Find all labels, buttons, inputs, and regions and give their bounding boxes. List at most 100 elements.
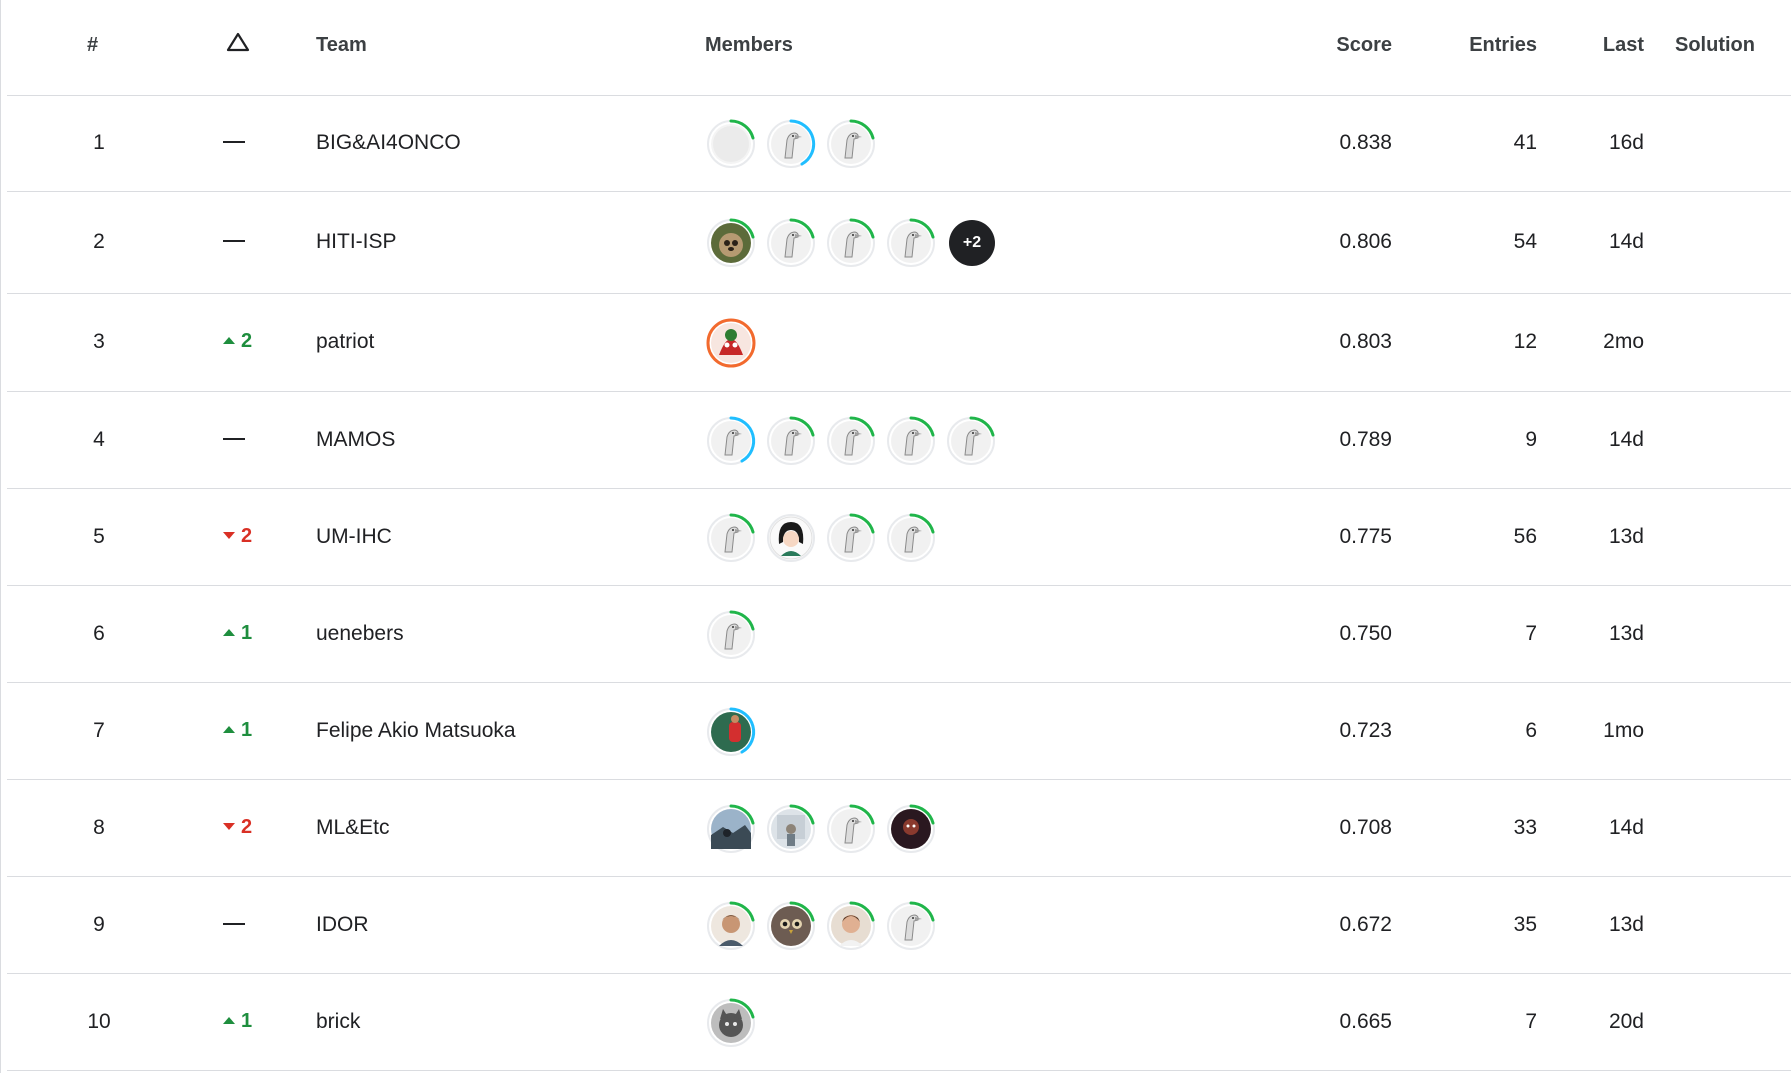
rank-change-none	[223, 230, 283, 253]
rank-change-up: 1	[223, 1010, 283, 1033]
rank-value: 5	[93, 525, 105, 548]
rank-change-up: 1	[223, 622, 283, 645]
member-avatar[interactable]	[765, 118, 817, 170]
rank-change-up: 1	[223, 719, 283, 742]
rank-change-value: 2	[241, 330, 253, 352]
team-name[interactable]: HITI-ISP	[316, 230, 397, 253]
arrow-down-icon	[223, 531, 235, 539]
entries-value: 12	[1513, 330, 1537, 353]
member-avatar[interactable]	[825, 118, 877, 170]
member-avatar[interactable]	[885, 217, 937, 269]
member-avatar[interactable]	[885, 900, 937, 952]
rank-value: 8	[93, 816, 105, 839]
table-row[interactable]: 1 BIG&AI4ONCO 0.838 41 16d	[7, 96, 1791, 192]
leaderboard-header: # Team Members Score Entries Last Soluti…	[7, 0, 1791, 96]
member-avatar[interactable]	[825, 217, 877, 269]
table-row[interactable]: 8 2 ML&Etc 0.708 33 14d	[7, 780, 1791, 877]
member-avatar[interactable]	[825, 803, 877, 855]
rank-change-value: 2	[241, 816, 253, 838]
dash-icon	[223, 239, 245, 242]
member-avatar[interactable]	[765, 803, 817, 855]
score-value: 0.803	[1339, 330, 1392, 353]
arrow-up-icon	[223, 1016, 235, 1024]
arrow-up-icon	[223, 336, 235, 344]
rank-change-value: 2	[241, 525, 253, 547]
member-avatar[interactable]	[765, 415, 817, 467]
last-submission-value: 14d	[1608, 230, 1644, 253]
rank-value: 3	[93, 330, 105, 353]
team-header[interactable]: Team	[316, 34, 367, 56]
entries-value: 7	[1525, 1010, 1537, 1033]
member-avatar[interactable]	[885, 415, 937, 467]
team-name[interactable]: brick	[316, 1010, 361, 1033]
rank-change-none	[223, 428, 283, 451]
team-name[interactable]: patriot	[316, 330, 375, 353]
rank-value: 6	[93, 622, 105, 645]
member-avatar[interactable]	[705, 609, 757, 661]
delta-triangle-icon[interactable]	[225, 31, 251, 53]
rank-change-value: 1	[241, 719, 253, 741]
member-avatar[interactable]	[705, 317, 757, 369]
score-value: 0.789	[1339, 428, 1392, 451]
last-submission-value: 14d	[1608, 428, 1644, 451]
rank-change-up: 2	[223, 330, 283, 353]
member-avatar[interactable]	[825, 900, 877, 952]
member-avatar[interactable]	[825, 415, 877, 467]
last-submission-value: 13d	[1608, 913, 1644, 936]
more-members-badge[interactable]: +2	[949, 220, 995, 266]
dash-icon	[223, 922, 245, 925]
member-avatar[interactable]	[705, 803, 757, 855]
member-avatar[interactable]	[765, 217, 817, 269]
arrow-up-icon	[223, 628, 235, 636]
member-avatar[interactable]	[765, 512, 817, 564]
member-avatar[interactable]	[885, 803, 937, 855]
member-avatar[interactable]	[705, 900, 757, 952]
entries-value: 41	[1513, 131, 1537, 154]
score-value: 0.665	[1339, 1010, 1392, 1033]
rank-change-none	[223, 131, 283, 154]
table-row[interactable]: 7 1 Felipe Akio Matsuoka 0.723 6 1mo	[7, 683, 1791, 780]
arrow-up-icon	[223, 725, 235, 733]
team-name[interactable]: BIG&AI4ONCO	[316, 131, 461, 154]
entries-value: 7	[1525, 622, 1537, 645]
team-name[interactable]: UM-IHC	[316, 525, 392, 548]
team-name[interactable]: MAMOS	[316, 428, 396, 451]
entries-header[interactable]: Entries	[1469, 34, 1537, 56]
member-avatar[interactable]	[945, 415, 997, 467]
member-avatar[interactable]	[825, 512, 877, 564]
table-row[interactable]: 3 2 patriot 0.803 12 2mo	[7, 294, 1791, 392]
table-row[interactable]: 6 1 uenebers 0.750 7 13d	[7, 586, 1791, 683]
table-row[interactable]: 9 IDOR 0.672 35 13d	[7, 877, 1791, 974]
member-avatar[interactable]	[705, 415, 757, 467]
last-header[interactable]: Last	[1602, 34, 1644, 56]
entries-value: 9	[1525, 428, 1537, 451]
rank-value: 10	[87, 1010, 111, 1033]
rank-value: 1	[93, 131, 105, 154]
score-value: 0.838	[1339, 131, 1392, 154]
team-name[interactable]: ML&Etc	[316, 816, 390, 839]
last-submission-value: 20d	[1608, 1010, 1644, 1033]
team-name[interactable]: IDOR	[316, 913, 369, 936]
table-row[interactable]: 5 2 UM-IHC 0.775 56 13d	[7, 489, 1791, 586]
score-header[interactable]: Score	[1336, 34, 1392, 56]
entries-value: 33	[1513, 816, 1537, 839]
entries-value: 56	[1513, 525, 1537, 548]
member-avatar[interactable]	[705, 706, 757, 758]
rank-header[interactable]: #	[87, 34, 99, 56]
score-value: 0.806	[1339, 230, 1392, 253]
member-avatar[interactable]	[705, 118, 757, 170]
score-value: 0.723	[1339, 719, 1392, 742]
rank-change-value: 1	[241, 1010, 253, 1032]
member-avatar[interactable]	[705, 217, 757, 269]
member-avatar[interactable]	[765, 900, 817, 952]
member-avatar[interactable]	[885, 512, 937, 564]
last-submission-value: 14d	[1608, 816, 1644, 839]
member-avatar[interactable]	[705, 997, 757, 1049]
table-row[interactable]: 10 1 brick 0.665 7 20d	[7, 974, 1791, 1071]
table-row[interactable]: 2 HITI-ISP +2 0.806 54 14d	[7, 192, 1791, 294]
member-avatar[interactable]	[705, 512, 757, 564]
team-name[interactable]: uenebers	[316, 622, 404, 645]
team-name[interactable]: Felipe Akio Matsuoka	[316, 719, 516, 742]
table-row[interactable]: 4 MAMOS 0.789 9 14d	[7, 392, 1791, 489]
members-header: Members	[705, 34, 793, 56]
